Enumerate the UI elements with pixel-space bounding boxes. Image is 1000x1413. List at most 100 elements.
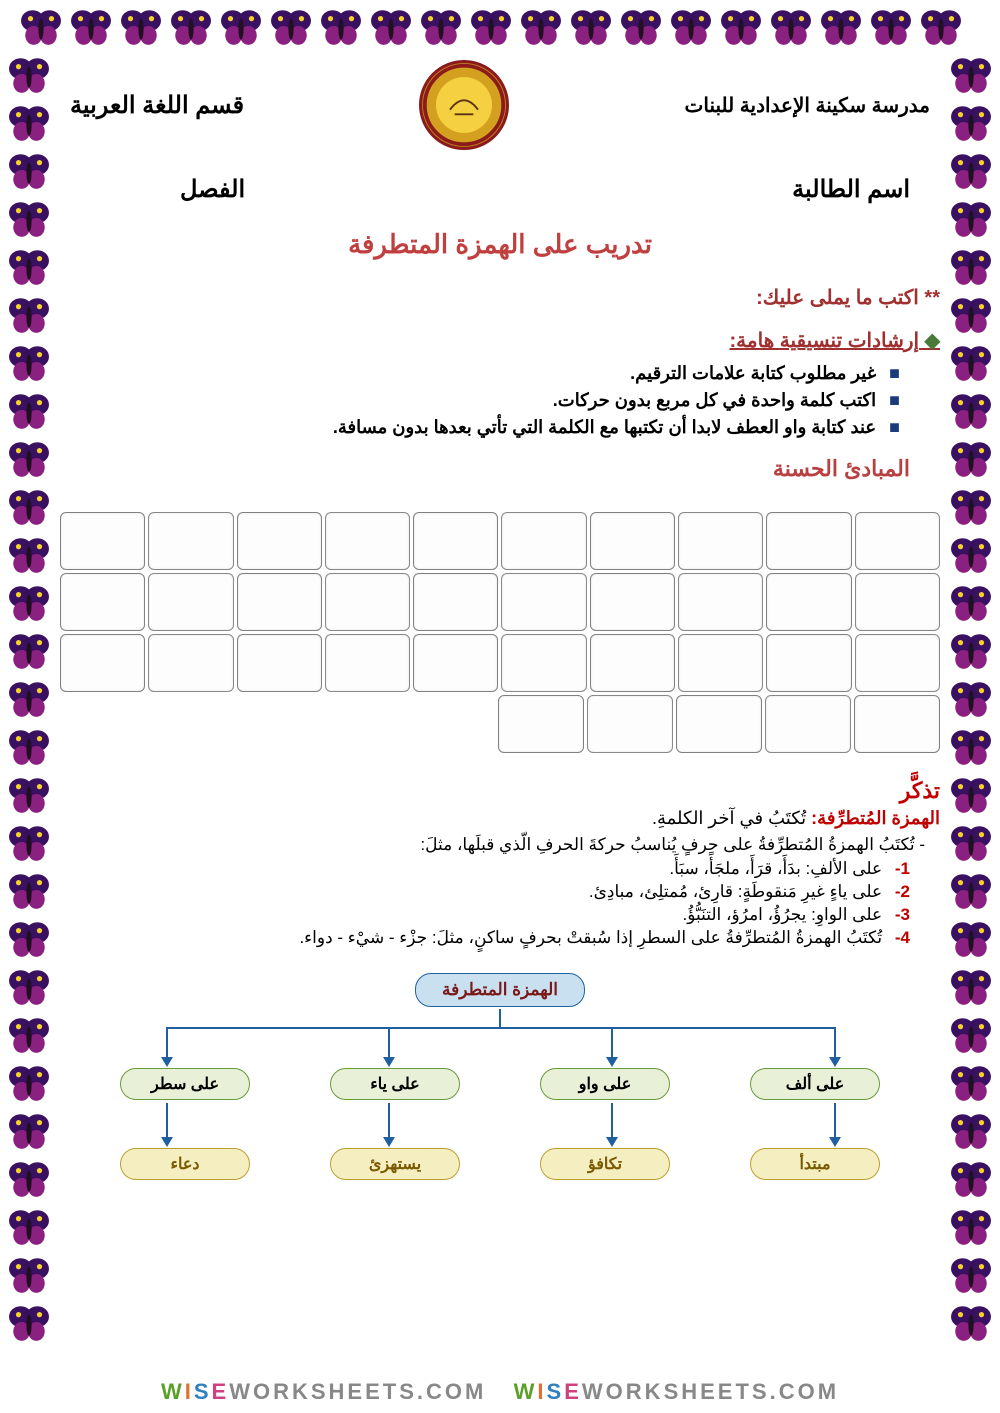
diagram-line	[388, 1103, 390, 1139]
remember-section: تذكَّر الهمزة المُتطرِّفة: تُكتَبُ في آخ…	[60, 778, 940, 948]
answer-cell[interactable]	[501, 512, 586, 570]
qatar-emblem-icon	[419, 60, 509, 150]
butterfly-icon	[870, 6, 912, 48]
answer-cell[interactable]	[325, 512, 410, 570]
department-name: قسم اللغة العربية	[70, 91, 244, 120]
butterfly-icon	[570, 6, 612, 48]
answer-cell[interactable]	[148, 634, 233, 692]
butterfly-icon	[8, 438, 50, 480]
answer-cell[interactable]	[148, 512, 233, 570]
answer-cell[interactable]	[60, 634, 145, 692]
answer-cell[interactable]	[498, 695, 584, 753]
butterfly-icon	[950, 486, 992, 528]
butterfly-icon	[8, 918, 50, 960]
answer-cell[interactable]	[855, 512, 940, 570]
diagram-leaf: يستهزئ	[330, 1148, 460, 1180]
butterfly-icon	[950, 1254, 992, 1296]
butterfly-icon	[8, 582, 50, 624]
remember-item: 4- تُكتَبُ الهمزةُ المُتطرِّفةُ على السط…	[60, 928, 910, 948]
butterfly-icon	[950, 342, 992, 384]
instructions-heading: إرشادات تنسيقية هامة:	[60, 328, 940, 353]
answer-cell[interactable]	[766, 573, 851, 631]
remember-item: 2- على ياءٍ غيرِ مَنقوطَةٍ: قارِئ، مُمتل…	[60, 882, 910, 902]
remember-item: 1- على الألفِ: بدَأَ، قرَأَ، ملجَأً، سبَ…	[60, 859, 910, 879]
answer-cell[interactable]	[590, 512, 675, 570]
answer-cell[interactable]	[678, 573, 763, 631]
answer-cell[interactable]	[325, 634, 410, 692]
diagram-leaf: مبتدأ	[750, 1148, 880, 1180]
butterfly-icon	[520, 6, 562, 48]
diagram-node: على ألف	[750, 1068, 880, 1100]
answer-cell[interactable]	[237, 573, 322, 631]
answer-cell[interactable]	[501, 573, 586, 631]
diagram-line	[834, 1027, 836, 1059]
answer-cell[interactable]	[855, 573, 940, 631]
watermark: WISEWISEWORKSHEETS.COM WISEWORKSHEETS.CO…	[0, 1379, 1000, 1405]
remember-item: 3- على الواوِ: يجرُؤُ، امرُؤ، التنَبُّؤُ…	[60, 905, 910, 925]
answer-cell[interactable]	[237, 634, 322, 692]
butterfly-icon	[8, 246, 50, 288]
answer-cell[interactable]	[501, 634, 586, 692]
diagram-node: على واو	[540, 1068, 670, 1100]
diagram-line	[166, 1027, 835, 1029]
answer-cell[interactable]	[766, 634, 851, 692]
butterfly-icon	[720, 6, 762, 48]
answer-cell[interactable]	[590, 634, 675, 692]
diagram-line	[166, 1103, 168, 1139]
butterfly-icon	[220, 6, 262, 48]
butterfly-icon	[20, 6, 62, 48]
butterfly-icon	[370, 6, 412, 48]
answer-cell[interactable]	[678, 634, 763, 692]
section-instruction: ** اكتب ما يملى عليك:	[60, 285, 940, 310]
answer-cell[interactable]	[590, 573, 675, 631]
remember-rule: - تُكتَبُ الهمزةُ المُتطرِّفةُ على حرفٍ …	[60, 835, 940, 855]
butterfly-icon	[950, 870, 992, 912]
butterfly-icon	[8, 1062, 50, 1104]
remember-term: الهمزة المُتطرِّفة:	[811, 808, 940, 828]
arrow-icon	[829, 1057, 841, 1067]
butterfly-icon	[8, 150, 50, 192]
butterfly-icon	[8, 1302, 50, 1344]
answer-cell[interactable]	[678, 512, 763, 570]
answer-cell[interactable]	[60, 512, 145, 570]
answer-cell[interactable]	[587, 695, 673, 753]
remember-examples: 1- على الألفِ: بدَأَ، قرَأَ، ملجَأً، سبَ…	[60, 859, 940, 948]
answer-cell[interactable]	[855, 634, 940, 692]
butterfly-icon	[950, 102, 992, 144]
student-info-row: اسم الطالبة الفصل	[60, 175, 940, 204]
answer-cell[interactable]	[854, 695, 940, 753]
arrow-icon	[161, 1137, 173, 1147]
butterfly-icon	[950, 774, 992, 816]
arrow-icon	[383, 1137, 395, 1147]
answer-cell[interactable]	[148, 573, 233, 631]
answer-cell[interactable]	[766, 512, 851, 570]
butterfly-icon	[950, 150, 992, 192]
answer-cell[interactable]	[765, 695, 851, 753]
instructions-list: غير مطلوب كتابة علامات الترقيم. اكتب كلم…	[60, 363, 940, 438]
butterfly-icon	[8, 54, 50, 96]
answer-cell[interactable]	[413, 634, 498, 692]
butterfly-icon	[950, 198, 992, 240]
butterfly-icon	[470, 6, 512, 48]
diagram-node: على ياء	[330, 1068, 460, 1100]
arrow-icon	[161, 1057, 173, 1067]
answer-cell[interactable]	[413, 573, 498, 631]
butterfly-icon	[950, 246, 992, 288]
answer-cell[interactable]	[413, 512, 498, 570]
butterfly-icon	[950, 678, 992, 720]
butterfly-icon	[950, 918, 992, 960]
butterfly-icon	[950, 534, 992, 576]
butterfly-icon	[8, 678, 50, 720]
diagram-line	[166, 1027, 168, 1059]
answer-cell[interactable]	[237, 512, 322, 570]
answer-cell[interactable]	[325, 573, 410, 631]
butterfly-icon	[950, 294, 992, 336]
butterfly-icon	[950, 438, 992, 480]
butterfly-icon	[320, 6, 362, 48]
instruction-item: غير مطلوب كتابة علامات الترقيم.	[60, 363, 900, 384]
diagram-leaf: تكافؤ	[540, 1148, 670, 1180]
answer-cell[interactable]	[676, 695, 762, 753]
answer-cell[interactable]	[60, 573, 145, 631]
diagram-line	[611, 1103, 613, 1139]
student-name-label: اسم الطالبة	[792, 175, 910, 204]
